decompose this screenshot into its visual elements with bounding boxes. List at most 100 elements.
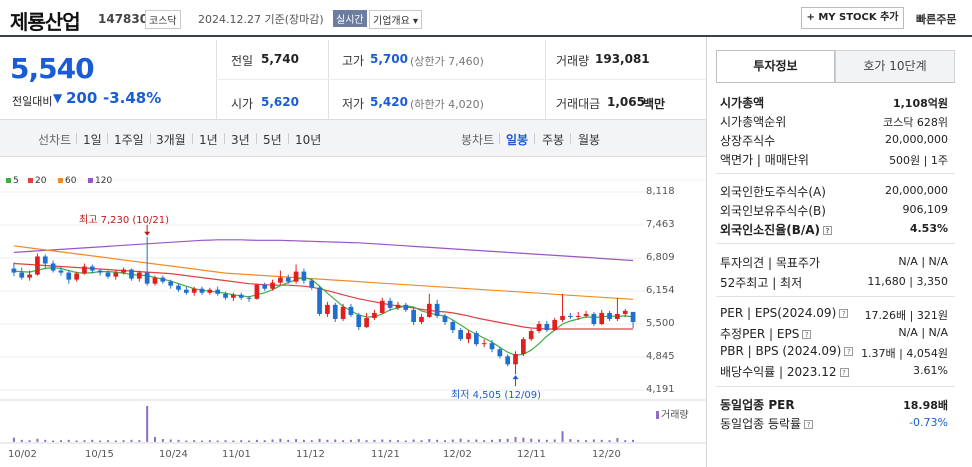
candle-body: [473, 333, 479, 345]
period-1d[interactable]: 1일: [83, 133, 102, 147]
par-value-label: 액면가 | 매매단위: [720, 153, 809, 167]
candle-body: [348, 306, 354, 315]
volume-bar: [577, 439, 580, 442]
x-tick: 10/15: [85, 449, 114, 460]
candle-body: [607, 312, 612, 319]
candle-body: [599, 312, 605, 324]
volume-bar: [255, 439, 258, 442]
candle-body: [160, 277, 166, 282]
candle-monthly[interactable]: 월봉: [578, 133, 601, 147]
candle-body: [332, 304, 338, 319]
volume-bar: [475, 439, 478, 442]
x-tick: 10/02: [8, 449, 37, 460]
pbr-bps-value: 1.37배 | 4,054원: [861, 347, 948, 360]
volume-bar: [12, 437, 15, 442]
volume-bar: [373, 439, 376, 442]
volume-bar: [177, 439, 180, 442]
low-label: 저가: [342, 97, 365, 111]
sector-per-label[interactable]: 동일업종 PER: [720, 398, 795, 412]
volume-bar: [491, 439, 494, 442]
stock-code: 147830: [98, 12, 149, 26]
candle-body: [364, 317, 369, 328]
candle-body: [325, 304, 330, 314]
volume-bar: [169, 439, 172, 442]
quick-order-link[interactable]: 빠른주문: [916, 13, 957, 26]
help-icon[interactable]: ?: [844, 347, 854, 356]
realtime-badge[interactable]: 실시간: [333, 10, 367, 27]
volume-bar: [357, 439, 360, 442]
vs-label: 전일대비: [12, 95, 53, 108]
low-marker-arrow: [512, 375, 519, 380]
volume-bar: [279, 438, 282, 442]
y-tick: 6,809: [646, 252, 675, 263]
help-icon[interactable]: ?: [823, 226, 833, 235]
y-tick: 4,845: [646, 351, 675, 362]
period-1y[interactable]: 1년: [199, 133, 218, 147]
add-mystock-button[interactable]: + MY STOCK 추가: [801, 7, 904, 29]
volume-bar: [130, 439, 133, 442]
volume-bar: [271, 439, 274, 442]
candle-body: [129, 269, 134, 279]
x-tick: 12/20: [592, 449, 621, 460]
legend-ma5: 5: [6, 176, 19, 186]
candle-body: [97, 270, 103, 273]
period-3m[interactable]: 3개월: [156, 133, 186, 147]
candle-body: [513, 354, 518, 365]
period-5y[interactable]: 5년: [263, 133, 282, 147]
foreign-hold-value: 906,109: [902, 203, 949, 216]
volume-bar: [608, 440, 611, 442]
par-value-value: 500원 | 1주: [889, 154, 948, 167]
candle-body: [285, 277, 291, 282]
dividend-label: 배당수익률 | 2023.12?: [720, 363, 849, 380]
candle-body: [238, 294, 244, 298]
volume-bar: [569, 439, 572, 442]
candle-body: [497, 349, 503, 357]
volume-bar: [381, 439, 384, 442]
volume-bar: [616, 438, 619, 442]
volume-bar: [412, 439, 415, 442]
candle-body: [144, 272, 150, 284]
period-1w[interactable]: 1주일: [114, 133, 144, 147]
lower-limit: (하한가 4,020): [410, 98, 484, 111]
candle-body: [301, 271, 307, 281]
price-chart[interactable]: [0, 158, 706, 467]
volume-bar: [201, 440, 204, 442]
tab-orderbook[interactable]: 호가 10단계: [835, 50, 955, 83]
volume-bar: [114, 440, 117, 442]
company-overview-dropdown[interactable]: 기업개요 ▾: [369, 10, 422, 29]
tab-invest-info[interactable]: 투자정보: [716, 50, 835, 83]
candle-body: [66, 272, 72, 280]
period-3y[interactable]: 3년: [231, 133, 250, 147]
volume-bar: [498, 439, 501, 442]
volume-bar: [28, 440, 31, 442]
volume-bar: [52, 440, 55, 442]
stock-name: 제룡산업: [10, 10, 81, 34]
low-value: 5,420: [370, 95, 408, 109]
volume-bar: [67, 439, 70, 442]
volume-bar: [428, 439, 431, 442]
volume-bar: [538, 439, 541, 442]
amount-value: 1,065: [607, 95, 645, 109]
volume-bar: [248, 440, 251, 442]
period-10y[interactable]: 10년: [295, 133, 322, 147]
volume-bar: [561, 431, 564, 442]
candle-weekly[interactable]: 주봉: [542, 133, 565, 147]
x-tick: 11/21: [371, 449, 400, 460]
volume-bar: [436, 439, 439, 442]
high-value: 5,700: [370, 52, 408, 66]
help-icon[interactable]: ?: [839, 309, 849, 318]
moving-average-ma120: [13, 239, 634, 262]
x-tick: 11/01: [222, 449, 251, 460]
candle-daily[interactable]: 일봉: [506, 133, 529, 147]
candle-body: [622, 310, 628, 314]
moving-average-ma5: [13, 266, 634, 356]
candle-body: [27, 274, 32, 278]
help-icon[interactable]: ?: [839, 368, 849, 377]
candle-body: [136, 272, 142, 279]
candle-body: [191, 288, 197, 293]
help-icon[interactable]: ?: [804, 420, 814, 429]
help-icon[interactable]: ?: [802, 330, 812, 339]
sector-change-value: -0.73%: [909, 416, 948, 429]
market-badge: 코스닥: [145, 10, 181, 29]
open-label: 시가: [231, 97, 254, 111]
